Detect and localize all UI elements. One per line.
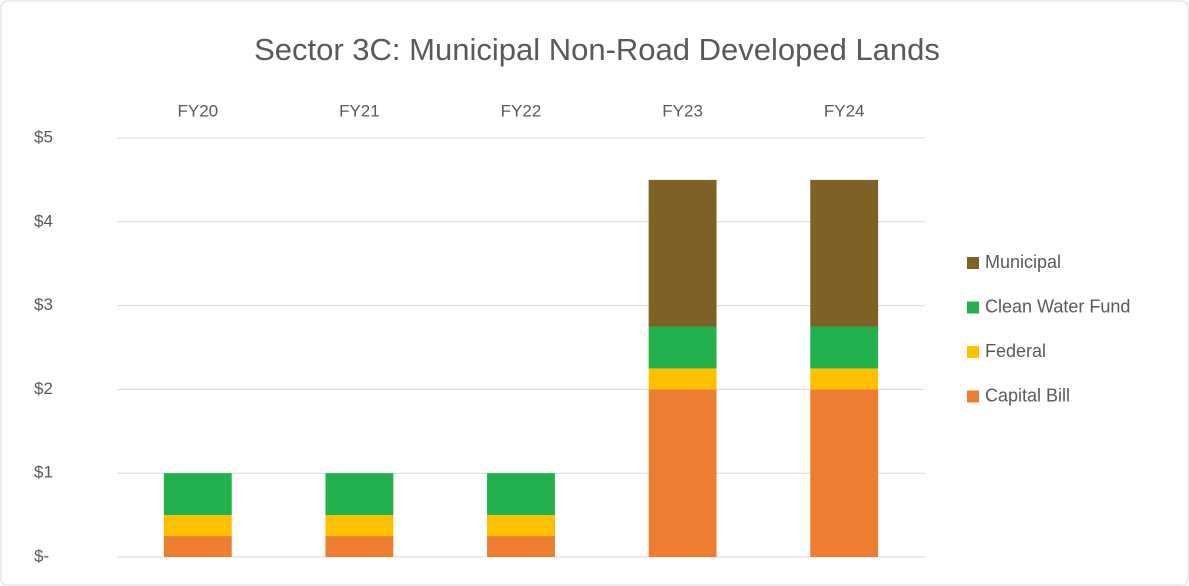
x-tick-label: FY20: [177, 101, 218, 120]
y-tick-label: $1: [34, 463, 53, 482]
bar-segment: [325, 473, 394, 516]
chart-title: Sector 3C: Municipal Non-Road Developed …: [254, 32, 940, 67]
legend-label: Federal: [985, 341, 1046, 361]
bar-segment: [163, 473, 232, 516]
y-tick-label: $4: [34, 211, 53, 230]
legend-swatch: [967, 301, 979, 314]
bar-segment: [648, 368, 717, 390]
bar-segment: [648, 389, 717, 557]
y-tick-label: $-: [34, 546, 49, 565]
bar-segment: [163, 536, 232, 557]
legend-label: Capital Bill: [985, 385, 1070, 405]
bar-segment: [648, 326, 717, 369]
bar-segment: [810, 326, 879, 369]
bar-segment: [325, 515, 394, 537]
legend-swatch: [967, 390, 979, 403]
bar-segment: [810, 179, 879, 327]
x-tick-label: FY23: [662, 101, 703, 120]
y-tick-label: $5: [34, 127, 53, 146]
bar-segment: [325, 536, 394, 557]
bar-segment: [810, 389, 879, 557]
x-tick-label: FY24: [824, 101, 865, 120]
bar-segment: [810, 368, 879, 390]
bar-segment: [648, 179, 717, 327]
y-tick-label: $3: [34, 295, 53, 314]
bar-segment: [163, 515, 232, 537]
bar-segment: [487, 473, 555, 516]
legend-swatch: [967, 346, 979, 358]
legend-label: Municipal: [985, 252, 1061, 272]
x-tick-label: FY22: [501, 101, 542, 120]
legend-swatch: [967, 257, 979, 269]
bar-segment: [487, 536, 555, 557]
y-tick-label: $2: [34, 379, 53, 398]
x-tick-label: FY21: [339, 101, 380, 120]
legend-label: Clean Water Fund: [985, 296, 1130, 316]
bar-segment: [487, 515, 555, 537]
